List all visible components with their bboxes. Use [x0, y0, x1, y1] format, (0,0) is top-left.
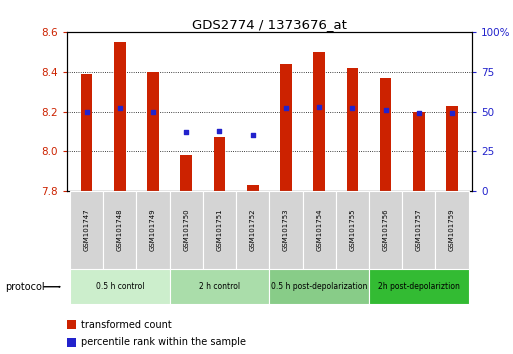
- Text: GSM101752: GSM101752: [250, 209, 255, 251]
- Bar: [70, 269, 170, 304]
- Bar: [114, 42, 126, 191]
- Text: GSM101749: GSM101749: [150, 209, 156, 251]
- Point: [215, 128, 224, 133]
- Title: GDS2774 / 1373676_at: GDS2774 / 1373676_at: [192, 18, 347, 31]
- Bar: [81, 74, 92, 191]
- Text: GSM101748: GSM101748: [117, 209, 123, 251]
- Text: GSM101754: GSM101754: [316, 209, 322, 251]
- Bar: [70, 191, 103, 269]
- Text: GSM101759: GSM101759: [449, 209, 455, 251]
- Bar: [103, 191, 136, 269]
- Text: GSM101750: GSM101750: [183, 209, 189, 251]
- Point: [382, 107, 390, 113]
- Bar: [336, 191, 369, 269]
- Text: 0.5 h post-depolarization: 0.5 h post-depolarization: [271, 282, 367, 291]
- Point: [249, 133, 257, 138]
- Bar: [170, 191, 203, 269]
- Bar: [402, 191, 436, 269]
- Point: [83, 109, 91, 114]
- Bar: [446, 105, 458, 191]
- Point: [282, 105, 290, 111]
- Bar: [369, 269, 469, 304]
- Text: 2 h control: 2 h control: [199, 282, 240, 291]
- Bar: [269, 191, 303, 269]
- Bar: [380, 78, 391, 191]
- Bar: [280, 64, 292, 191]
- Bar: [303, 191, 336, 269]
- Bar: [369, 191, 402, 269]
- Bar: [136, 191, 170, 269]
- Bar: [313, 52, 325, 191]
- Point: [415, 110, 423, 116]
- Point: [149, 109, 157, 114]
- Point: [448, 110, 456, 116]
- Text: 0.5 h control: 0.5 h control: [95, 282, 144, 291]
- Bar: [170, 269, 269, 304]
- Text: 2h post-depolariztion: 2h post-depolariztion: [378, 282, 460, 291]
- Bar: [147, 72, 159, 191]
- Point: [315, 104, 323, 110]
- Text: GSM101756: GSM101756: [383, 209, 388, 251]
- Bar: [181, 155, 192, 191]
- Point: [116, 105, 124, 111]
- Bar: [436, 191, 469, 269]
- Bar: [203, 191, 236, 269]
- Bar: [347, 68, 358, 191]
- Text: GSM101751: GSM101751: [216, 209, 223, 251]
- Point: [182, 130, 190, 135]
- Bar: [236, 191, 269, 269]
- Bar: [413, 112, 425, 191]
- Text: percentile rank within the sample: percentile rank within the sample: [81, 337, 246, 347]
- Text: protocol: protocol: [5, 282, 45, 292]
- Text: transformed count: transformed count: [81, 320, 172, 330]
- Text: GSM101753: GSM101753: [283, 209, 289, 251]
- Bar: [269, 269, 369, 304]
- Bar: [247, 185, 259, 191]
- Text: GSM101755: GSM101755: [349, 209, 356, 251]
- Text: GSM101747: GSM101747: [84, 209, 90, 251]
- Text: GSM101757: GSM101757: [416, 209, 422, 251]
- Bar: [214, 137, 225, 191]
- Point: [348, 105, 357, 111]
